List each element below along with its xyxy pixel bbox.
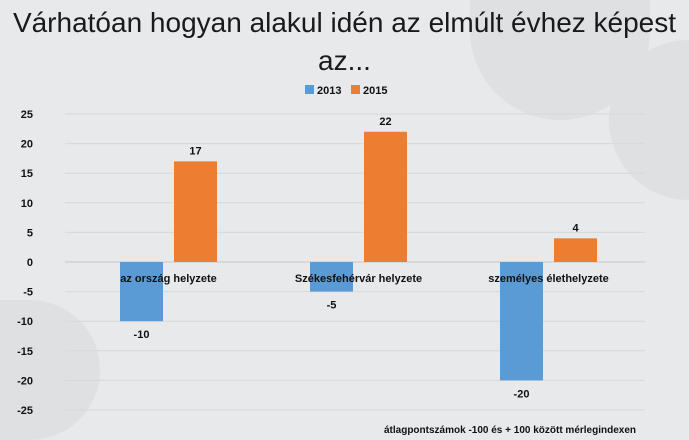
- bar-2015-2: [364, 131, 407, 262]
- legend-label-2015: 2015: [363, 85, 387, 97]
- bar-2013-2: [310, 262, 353, 292]
- y-tick-label: 0: [27, 257, 33, 269]
- bar-2013-1: [120, 262, 163, 322]
- data-label: -10: [134, 329, 150, 341]
- y-tick-label: -25: [17, 405, 33, 417]
- chart-annotation: átlagpontszámok -100 és + 100 között mér…: [384, 425, 636, 436]
- bar-2015-1: [174, 161, 217, 262]
- y-tick-label: -15: [17, 346, 33, 358]
- data-label: -20: [514, 388, 530, 400]
- category-label: személyes élethelyzete: [488, 273, 608, 285]
- y-tick-label: 5: [27, 227, 33, 239]
- y-tick-label: -10: [17, 316, 33, 328]
- data-label: 22: [379, 116, 391, 128]
- y-tick-label: 10: [21, 198, 33, 210]
- bar-2015-3: [554, 238, 597, 262]
- bar-2013-3: [500, 262, 543, 381]
- y-tick-label: 15: [21, 168, 33, 180]
- legend-swatch-2015: [351, 85, 360, 94]
- data-label: 17: [189, 145, 201, 157]
- y-tick-label: -20: [17, 375, 33, 387]
- y-tick-label: 25: [21, 109, 33, 121]
- chart-title: Várhatóan hogyan alakul idén az elmúlt é…: [12, 7, 677, 76]
- y-tick-label: 20: [21, 139, 33, 151]
- legend-label-2013: 2013: [317, 85, 341, 97]
- data-label: -5: [327, 300, 337, 312]
- category-label: Székesfehérvár helyzete: [295, 273, 422, 285]
- y-tick-label: -5: [23, 287, 33, 299]
- data-label: 4: [572, 222, 579, 234]
- category-label: az ország helyzete: [120, 273, 217, 285]
- legend-swatch-2013: [305, 85, 314, 94]
